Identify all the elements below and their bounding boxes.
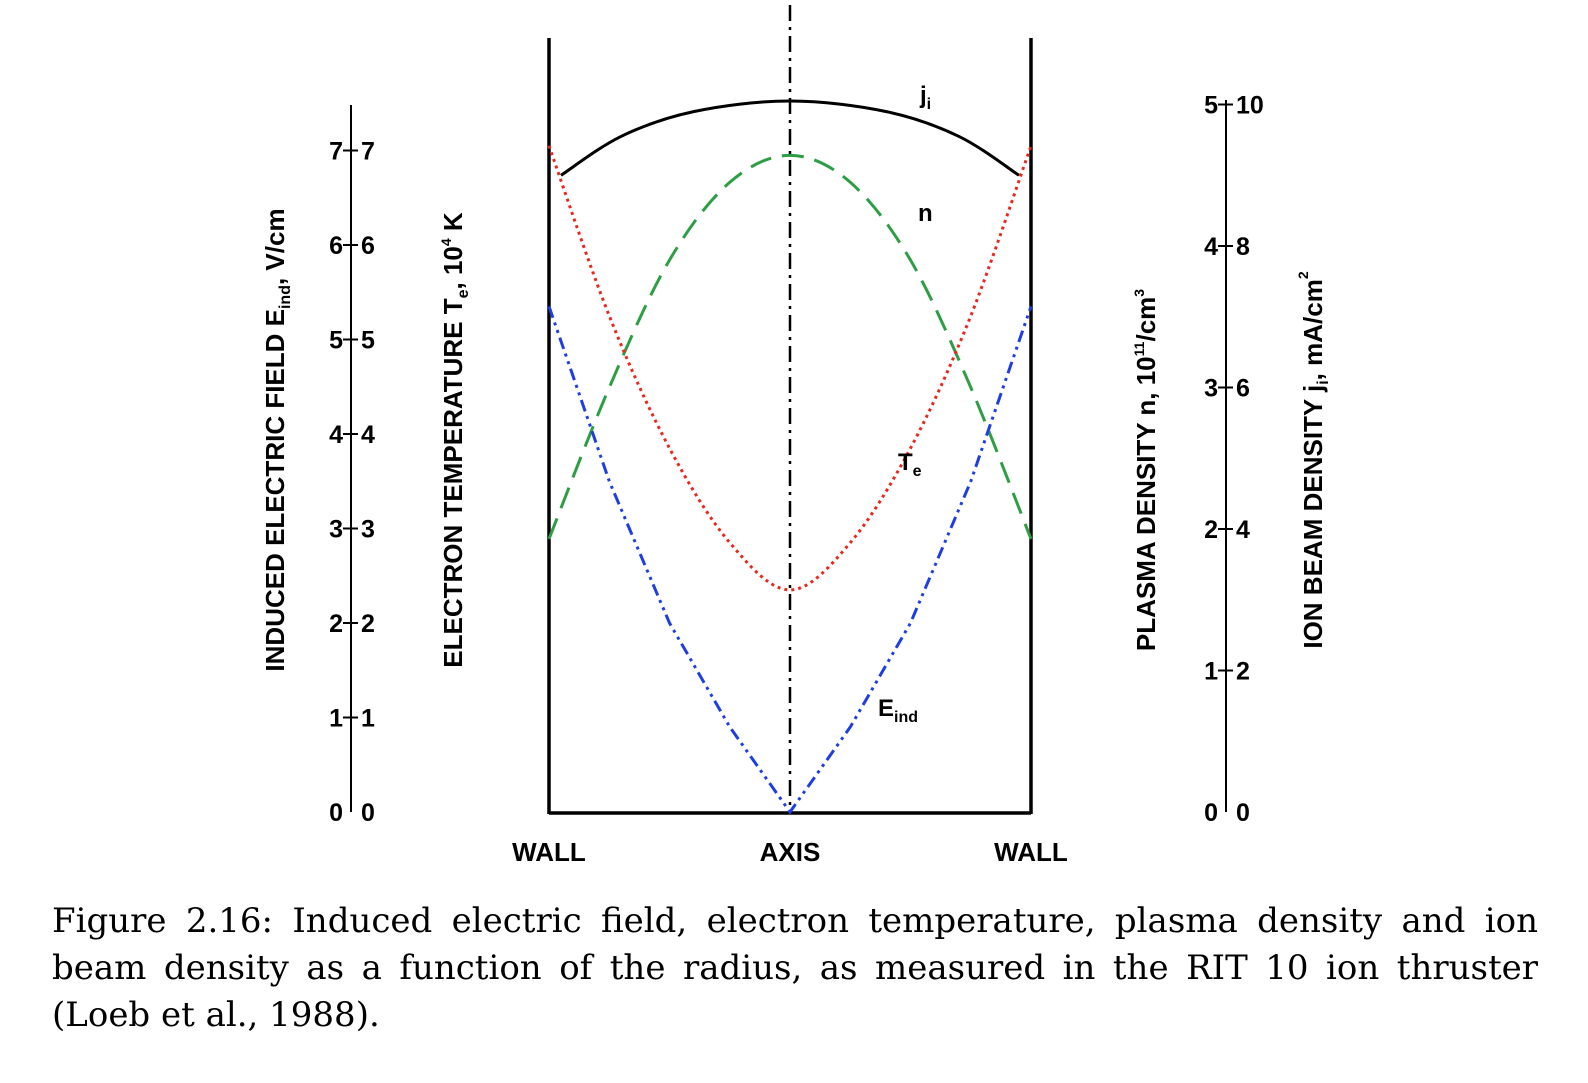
ji-curve — [560, 99, 1020, 177]
x-label-wall: WALL — [994, 837, 1068, 867]
n-tick-label: 5 — [1204, 92, 1218, 120]
n-curve-label: n — [918, 200, 933, 227]
eind-curve-label: Eind — [878, 695, 918, 726]
chart: INDUCED ELECTRIC FIELD Eind, V/cm ELECTR… — [260, 5, 1332, 867]
x-label-axis: AXIS — [760, 837, 821, 867]
j-i-tick-label: 6 — [1236, 375, 1250, 403]
j-i-tick-label: 4 — [1236, 516, 1250, 544]
j-i-tick-label: 8 — [1236, 233, 1250, 261]
t-e-tick-label: 4 — [361, 421, 375, 449]
e-ind-tick-label: 4 — [329, 421, 343, 449]
te-curve-label: Te — [898, 449, 922, 480]
x-label-wall: WALL — [512, 837, 586, 867]
t-e-tick-label: 5 — [361, 327, 375, 355]
e-ind-tick-label: 3 — [329, 516, 343, 544]
n-tick-label: 0 — [1204, 799, 1218, 827]
n-tick-label: 2 — [1204, 516, 1218, 544]
j-i-tick-label: 0 — [1236, 799, 1250, 827]
n-tick-label: 1 — [1204, 658, 1218, 686]
t-e-tick-label: 7 — [361, 138, 375, 166]
n-curve — [547, 153, 1033, 540]
t-e-axis-label: ELECTRON TEMPERATURE Te, 104 K — [438, 212, 472, 668]
e-ind-tick-label: 5 — [329, 327, 343, 355]
j-i-tick-label: 2 — [1236, 658, 1250, 686]
e-ind-tick-label: 0 — [329, 799, 343, 827]
j-i-axis-label: ION BEAM DENSITY ji, mA/cm2 — [1295, 271, 1332, 649]
e-ind-tick-label: 6 — [329, 232, 343, 260]
ji-curve-label: ji — [919, 82, 931, 113]
n-tick-label: 3 — [1204, 375, 1218, 403]
n-tick-label: 4 — [1204, 233, 1218, 261]
t-e-tick-label: 0 — [361, 799, 375, 827]
e-ind-tick-label: 1 — [329, 705, 343, 733]
e-ind-axis-label: INDUCED ELECTRIC FIELD Eind, V/cm — [260, 208, 294, 671]
n-axis-label: PLASMA DENSITY n, 1011/cm3 — [1131, 289, 1161, 651]
figure-caption: Figure 2.16: Induced electric field, ele… — [52, 901, 1538, 1035]
e-ind-tick-label: 2 — [329, 610, 343, 638]
e-ind-tick-label: 7 — [329, 138, 343, 166]
t-e-tick-label: 1 — [361, 705, 375, 733]
eind-curve — [547, 305, 1033, 815]
t-e-tick-label: 6 — [361, 232, 375, 260]
t-e-tick-label: 3 — [361, 516, 375, 544]
t-e-tick-label: 2 — [361, 610, 375, 638]
j-i-tick-label: 10 — [1236, 92, 1264, 120]
